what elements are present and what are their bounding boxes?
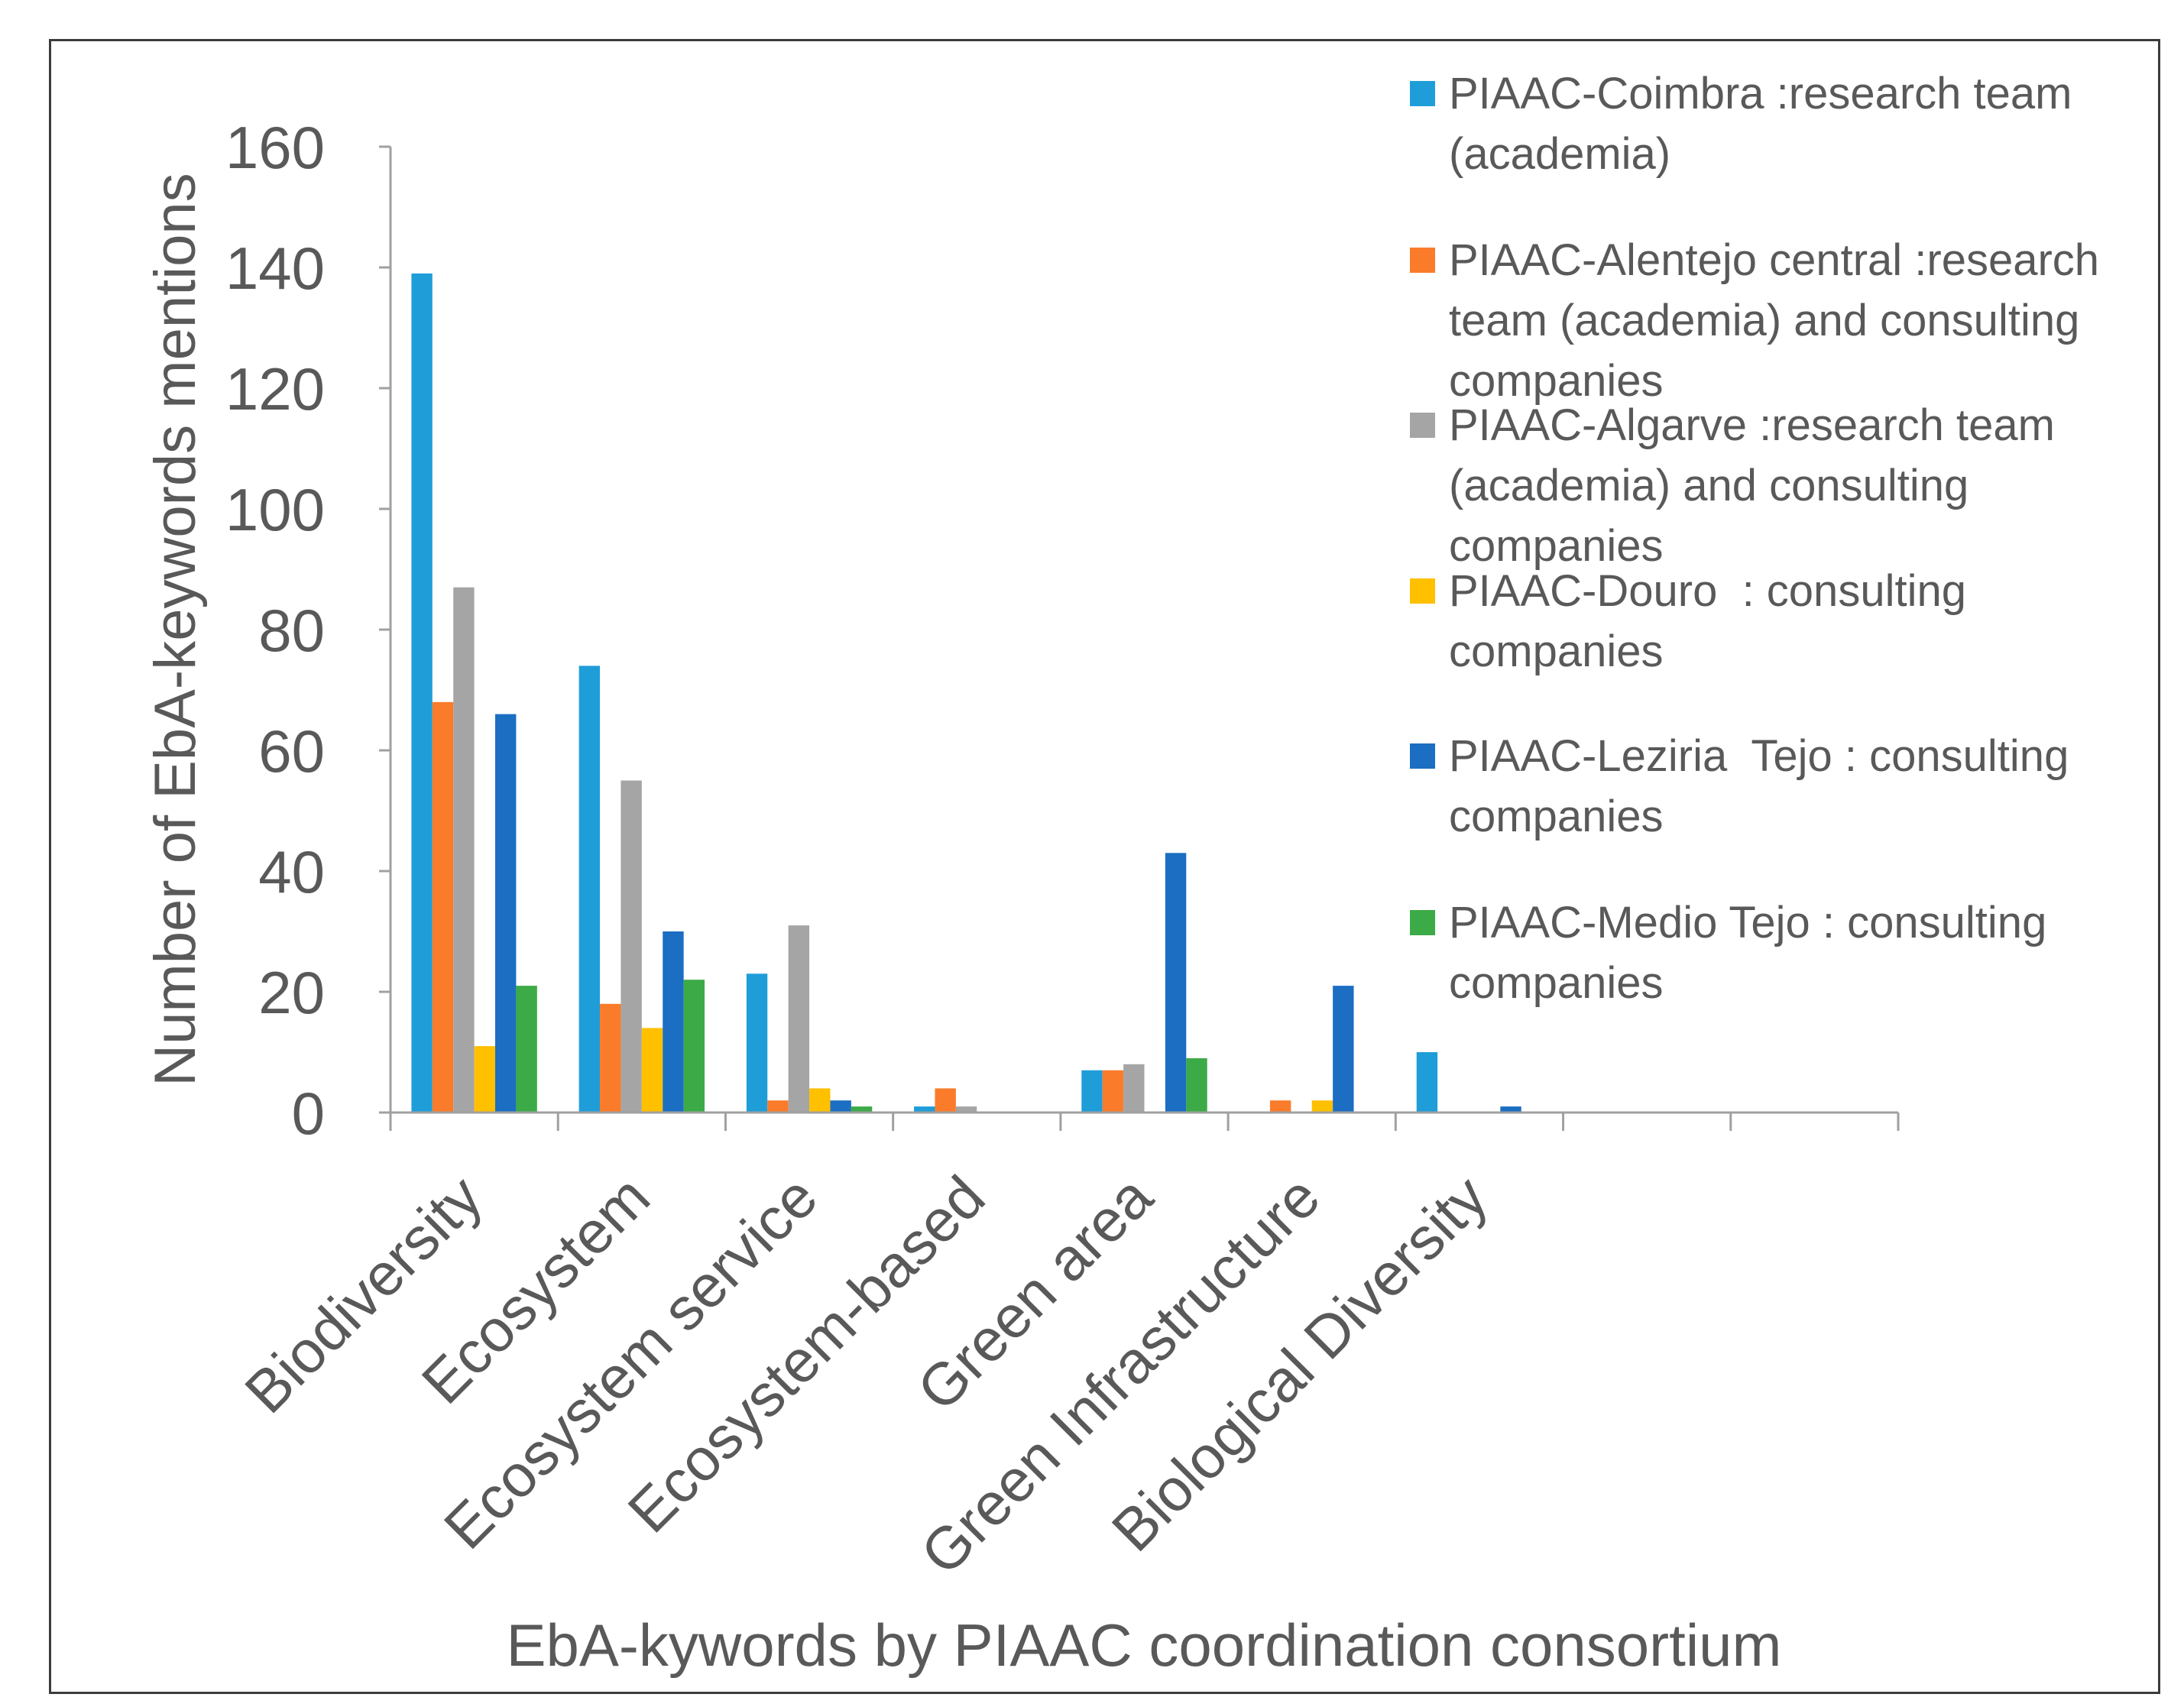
y-tick-label: 80 <box>258 597 325 664</box>
legend-label-algarve: PIAAC-Algarve :research team (academia) … <box>1449 400 2068 571</box>
y-axis-ticks: 0 20 40 60 80 100 120 140 160 <box>225 114 390 1147</box>
legend-label-coimbra: PIAAC-Coimbra :research team (academia) <box>1449 69 2085 179</box>
bar-piaac-coimbra-biological-diversity <box>1416 1052 1438 1113</box>
bar-piaac-coimbra-biodiversity <box>411 273 433 1113</box>
bar-piaac-leziria-tejo-ecosystem <box>663 931 684 1113</box>
legend-label-leziria-tejo: PIAAC-Leziria Tejo : consulting companie… <box>1449 731 2082 841</box>
legend-label-douro: PIAAC-Douro : consulting companies <box>1449 566 1979 676</box>
bars-group <box>411 273 1521 1113</box>
y-tick-label: 140 <box>225 235 325 302</box>
legend-swatch-medio-tejo <box>1410 910 1435 935</box>
bar-piaac-douro-green-infrastructure <box>1311 1100 1333 1113</box>
bar-piaac-leziria-tejo-biodiversity <box>495 714 517 1113</box>
bar-piaac-algarve-green-area <box>1123 1064 1145 1113</box>
bar-piaac-leziria-tejo-green-infrastructure <box>1333 986 1354 1113</box>
bar-piaac-algarve-ecosystem-service <box>788 925 810 1113</box>
legend-swatch-algarve <box>1410 413 1435 438</box>
chart-border <box>49 39 2160 1694</box>
legend-swatch-alentejo-central <box>1410 248 1435 273</box>
bar-piaac-algarve-biodiversity <box>453 587 475 1113</box>
bar-piaac-douro-ecosystem-service <box>809 1088 831 1113</box>
legend-swatch-leziria-tejo <box>1410 743 1435 769</box>
y-tick-label: 20 <box>258 959 325 1026</box>
bar-piaac-alentejo-central-ecosystem-based <box>935 1088 956 1113</box>
y-tick-label: 60 <box>258 717 325 785</box>
bar-piaac-leziria-tejo-ecosystem-service <box>830 1100 851 1113</box>
legend-swatch-douro <box>1410 578 1435 604</box>
bar-piaac-coimbra-ecosystem <box>578 666 601 1113</box>
bar-piaac-coimbra-green-area <box>1081 1070 1103 1113</box>
legend-label-medio-tejo: PIAAC-Medio Tejo : consulting companies <box>1449 898 2059 1008</box>
bar-piaac-algarve-ecosystem-based <box>955 1106 977 1113</box>
bar-piaac-leziria-tejo-green-area <box>1165 853 1187 1113</box>
bar-piaac-coimbra-ecosystem-service <box>746 973 768 1113</box>
bar-piaac-alentejo-central-green-area <box>1102 1070 1124 1113</box>
y-tick-label: 0 <box>292 1080 325 1147</box>
y-axis-title: Number of EbA-keywords mentions <box>143 173 208 1086</box>
bar-piaac-medio-tejo-ecosystem <box>683 980 705 1113</box>
bar-piaac-alentejo-central-biodiversity <box>432 701 454 1113</box>
y-tick-label: 160 <box>225 114 325 181</box>
bar-piaac-coimbra-ecosystem-based <box>914 1106 935 1113</box>
bar-piaac-medio-tejo-green-area <box>1186 1058 1207 1113</box>
legend-swatch-coimbra <box>1410 81 1435 106</box>
legend-label-alentejo-central: PIAAC-Alentejo central :research team (a… <box>1449 235 2112 406</box>
bar-piaac-douro-biodiversity <box>474 1046 496 1113</box>
bar-piaac-alentejo-central-ecosystem-service <box>767 1100 789 1113</box>
bar-piaac-medio-tejo-ecosystem-service <box>851 1106 873 1113</box>
bar-piaac-douro-ecosystem <box>641 1028 663 1113</box>
bar-piaac-alentejo-central-ecosystem <box>600 1003 621 1113</box>
bar-piaac-algarve-ecosystem <box>621 780 642 1113</box>
bar-piaac-leziria-tejo-biological-diversity <box>1500 1106 1521 1113</box>
bar-piaac-medio-tejo-biodiversity <box>516 986 537 1113</box>
y-tick-label: 40 <box>258 838 325 905</box>
x-axis-title: EbA-kywords by PIAAC coordination consor… <box>506 1611 1781 1679</box>
y-tick-label: 120 <box>225 355 325 423</box>
x-axis-ticks <box>389 1113 1900 1131</box>
y-tick-label: 100 <box>225 476 325 543</box>
bar-piaac-alentejo-central-green-infrastructure <box>1269 1100 1291 1113</box>
